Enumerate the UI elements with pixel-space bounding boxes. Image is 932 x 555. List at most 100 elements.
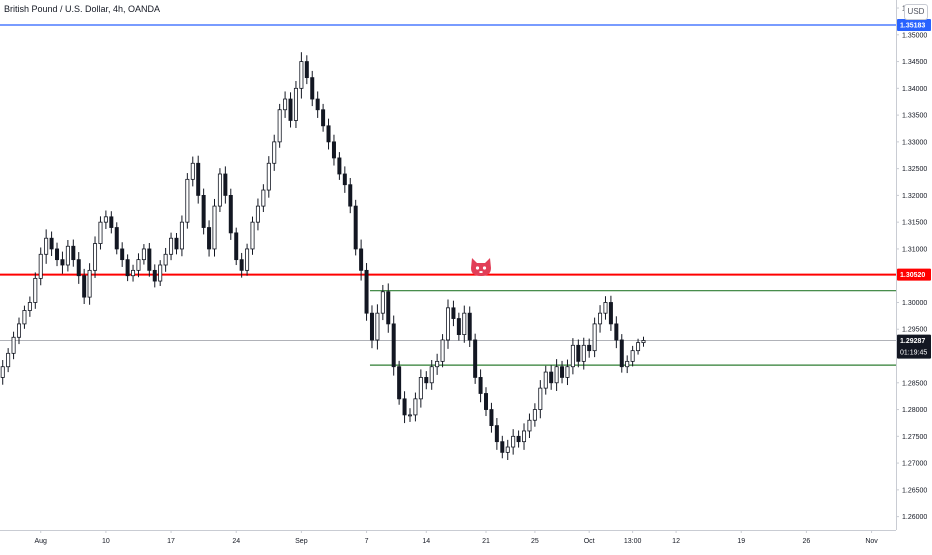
candle-body [71, 245, 76, 261]
candle [337, 152, 342, 180]
candle-body [152, 269, 157, 282]
candle [445, 299, 450, 349]
candle-body [38, 253, 43, 279]
price-label-red: 1.30520 [900, 272, 925, 279]
candle [22, 305, 27, 329]
time-tick-label: 24 [232, 538, 240, 545]
price-tick-label: 1.32500 [902, 166, 927, 173]
candle [359, 239, 364, 281]
time-axis[interactable]: Aug 10 17 24 Sep 7 14 21 25 Oct 13:00 12 19 26 Nov [0, 530, 896, 545]
candle [592, 317, 597, 358]
candle-body [560, 366, 565, 378]
candle-body [342, 173, 347, 186]
candle-body [516, 435, 521, 443]
candle-body [353, 205, 358, 250]
price-labels: 1.35183 1.30520 1.29287 01:19:45 [897, 19, 931, 359]
candle-body [348, 184, 353, 207]
candle-body [608, 302, 613, 325]
candle-body [570, 344, 575, 368]
candle [87, 263, 92, 305]
candle [429, 360, 434, 390]
candle [179, 215, 184, 257]
candle-body [538, 387, 543, 410]
time-tick-label: 10 [102, 538, 110, 545]
price-tick-label: 1.33500 [902, 113, 927, 120]
candle [60, 251, 65, 274]
candle-body [435, 360, 440, 368]
candle-body [103, 216, 108, 223]
candle-body [299, 61, 304, 89]
candle [397, 360, 402, 405]
candle-body [239, 259, 244, 271]
time-tick-label: Nov [865, 538, 878, 545]
candle-body [185, 178, 190, 223]
candle-body [402, 398, 407, 416]
candle [38, 247, 43, 286]
candle [272, 134, 277, 171]
candle-body [125, 259, 130, 277]
time-tick-label: 19 [737, 538, 745, 545]
candle-body [82, 275, 87, 298]
candle-body [131, 269, 136, 277]
candle-body [228, 195, 233, 234]
candle-body [418, 377, 423, 400]
candle-body [196, 162, 201, 196]
candle [516, 430, 521, 448]
candle-body [114, 227, 119, 250]
candle-body [522, 430, 527, 443]
time-tick-label: 26 [803, 538, 811, 545]
candle [304, 55, 309, 85]
candle [636, 338, 641, 355]
candle [131, 264, 136, 282]
candle [234, 227, 239, 266]
candle [375, 304, 380, 350]
candle [76, 252, 81, 284]
candle [98, 216, 103, 250]
candle [440, 334, 445, 368]
price-tick-label: 1.34500 [902, 59, 927, 66]
candle [321, 103, 326, 132]
candle [27, 296, 32, 317]
candle-body [0, 366, 5, 378]
candle [364, 263, 369, 321]
currency-button[interactable]: USD [904, 4, 928, 20]
candle [158, 260, 163, 286]
candle-body [386, 291, 391, 325]
cat-logo-icon [471, 258, 491, 276]
price-tick-label: 1.28000 [902, 407, 927, 414]
price-label-blue: 1.35183 [900, 23, 925, 30]
candle-body [630, 350, 635, 362]
symbol-title: British Pound / U.S. Dollar, 4h, OANDA [4, 4, 161, 14]
candle-body [6, 352, 11, 368]
candle-body [467, 312, 472, 341]
candle-body [55, 248, 60, 261]
candle [33, 272, 38, 309]
candle-body [179, 221, 184, 250]
candle [625, 355, 630, 374]
price-label-blue-bg [897, 19, 931, 32]
candle-body [445, 307, 450, 341]
candle [185, 173, 190, 229]
candle-body [277, 109, 282, 143]
candle-body [337, 157, 342, 175]
candle-body [158, 264, 163, 282]
candle [538, 380, 543, 419]
time-tick-label: 12 [672, 538, 680, 545]
last-price-label-bg [897, 334, 931, 359]
candle [353, 199, 358, 256]
candle-body [397, 366, 402, 400]
candle [386, 283, 391, 333]
candle [82, 268, 87, 305]
candle-body [581, 344, 586, 362]
price-tick-label: 1.26000 [902, 514, 927, 521]
price-tick-label: 1.30000 [902, 300, 927, 307]
candle-body [283, 98, 288, 111]
time-tick-label: 25 [531, 538, 539, 545]
candle [641, 336, 646, 347]
candle-body [321, 109, 326, 127]
candle [543, 365, 548, 395]
candle [310, 70, 315, 107]
candle [560, 360, 565, 384]
